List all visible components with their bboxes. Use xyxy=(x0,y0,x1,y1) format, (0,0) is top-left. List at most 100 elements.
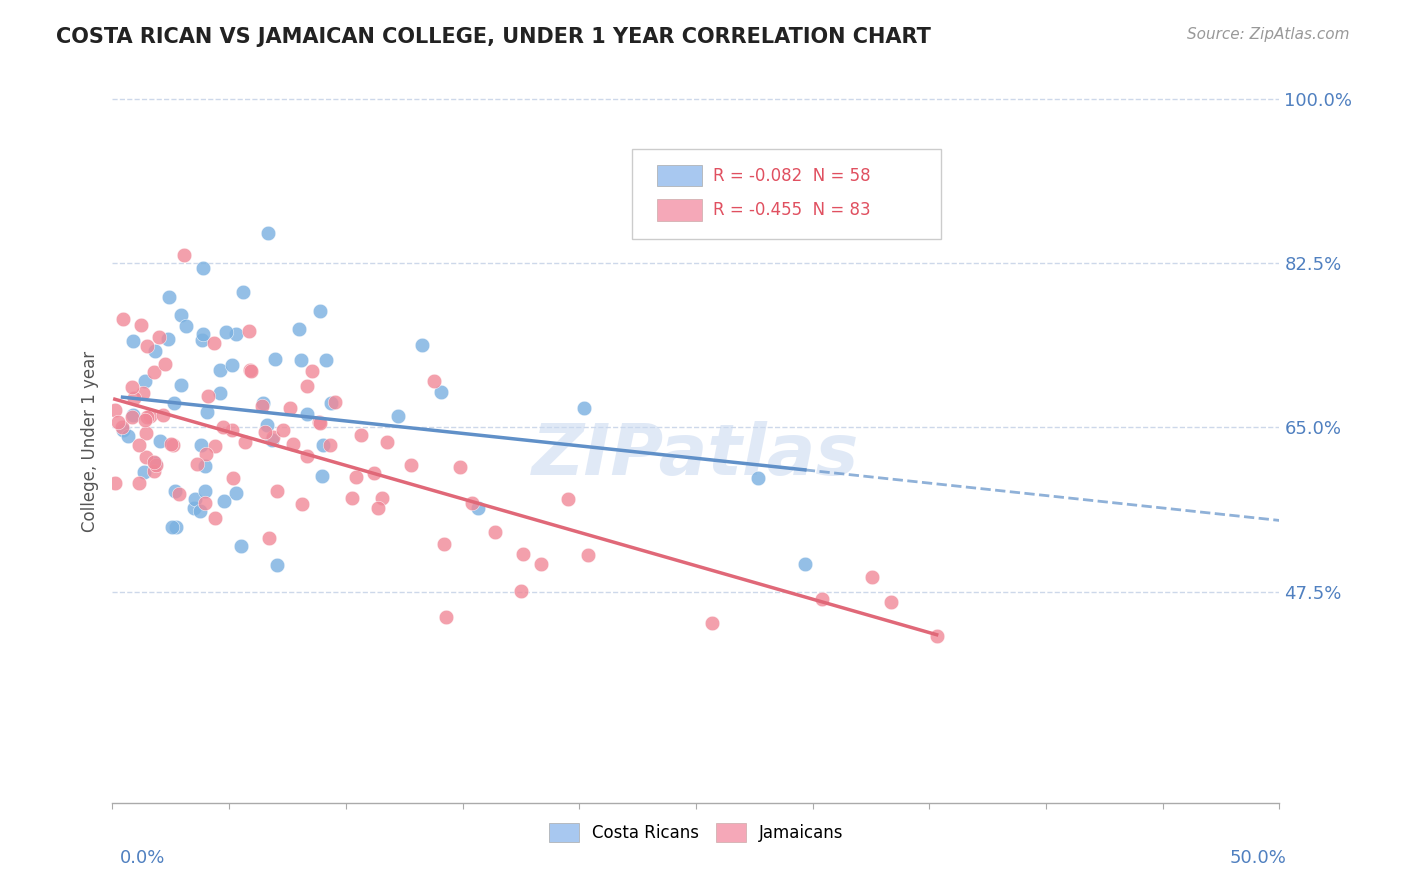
Point xyxy=(162,396,184,410)
Point xyxy=(308,415,330,429)
Point xyxy=(193,326,215,341)
Point xyxy=(122,391,145,405)
Point xyxy=(576,549,599,563)
Point xyxy=(194,484,217,499)
Point xyxy=(423,374,446,388)
Point xyxy=(262,433,284,447)
Point xyxy=(195,405,218,419)
Point xyxy=(363,466,385,480)
Point xyxy=(530,557,553,571)
Point xyxy=(134,413,156,427)
Point xyxy=(411,338,433,352)
Point xyxy=(256,226,278,240)
Point xyxy=(252,399,274,413)
Point xyxy=(266,558,288,573)
Point xyxy=(143,464,166,478)
Point xyxy=(121,380,143,394)
Legend: Costa Ricans, Jamaicans: Costa Ricans, Jamaicans xyxy=(541,816,851,848)
Point xyxy=(165,520,187,534)
Point xyxy=(136,338,159,352)
Point xyxy=(139,409,162,423)
Point xyxy=(128,438,150,452)
Point xyxy=(202,335,225,350)
Point xyxy=(142,455,165,469)
Point xyxy=(295,450,318,464)
Point xyxy=(375,435,398,450)
Bar xyxy=(658,200,702,221)
Point xyxy=(148,434,170,448)
Point xyxy=(157,290,180,304)
Point xyxy=(208,386,231,401)
Point xyxy=(183,501,205,516)
Point xyxy=(295,379,318,393)
Point xyxy=(256,417,278,432)
Point xyxy=(148,329,170,343)
Point xyxy=(290,353,312,368)
Point xyxy=(252,396,274,410)
Point xyxy=(121,334,143,348)
Point xyxy=(510,583,533,598)
Point xyxy=(225,326,247,341)
Point xyxy=(111,419,134,434)
Point xyxy=(135,409,157,424)
FancyBboxPatch shape xyxy=(631,149,941,239)
Point xyxy=(308,416,330,430)
Point xyxy=(197,389,219,403)
Point xyxy=(122,409,145,423)
Point xyxy=(747,471,769,485)
Point xyxy=(143,344,166,359)
Point xyxy=(160,520,183,534)
Point xyxy=(193,459,215,474)
Point xyxy=(371,491,394,505)
Point xyxy=(461,495,484,509)
Point xyxy=(925,629,948,643)
Point xyxy=(190,438,212,452)
Point xyxy=(367,501,389,516)
Point xyxy=(221,423,243,437)
Point xyxy=(323,394,346,409)
Point xyxy=(211,420,233,434)
Point xyxy=(433,536,456,550)
Text: ZIPatlas: ZIPatlas xyxy=(533,422,859,491)
Point xyxy=(434,610,457,624)
Point xyxy=(163,483,186,498)
Point xyxy=(169,487,191,501)
Point xyxy=(266,483,288,498)
Point xyxy=(117,429,139,443)
Point xyxy=(512,547,534,561)
Point xyxy=(350,428,373,442)
Point xyxy=(111,312,134,326)
Point xyxy=(572,401,595,416)
Point xyxy=(860,570,883,584)
Point xyxy=(315,353,337,368)
Point xyxy=(194,496,217,510)
Bar xyxy=(658,165,702,186)
Point xyxy=(128,476,150,491)
Point xyxy=(132,386,155,401)
Point xyxy=(297,408,319,422)
Point xyxy=(309,304,332,318)
Point xyxy=(191,333,214,347)
Y-axis label: College, Under 1 year: College, Under 1 year xyxy=(80,351,98,533)
Point xyxy=(135,425,157,440)
Point xyxy=(231,540,253,554)
Point xyxy=(173,248,195,262)
Point xyxy=(129,318,152,332)
Point xyxy=(291,497,314,511)
Point xyxy=(221,358,243,372)
Point xyxy=(811,591,834,606)
Point xyxy=(104,475,127,490)
Point xyxy=(160,437,183,451)
Point xyxy=(793,557,815,571)
Point xyxy=(204,511,226,525)
Point xyxy=(188,504,211,518)
Point xyxy=(132,466,155,480)
Point xyxy=(238,324,260,338)
Point xyxy=(134,374,156,388)
Point xyxy=(104,403,127,417)
Text: R = -0.455  N = 83: R = -0.455 N = 83 xyxy=(713,202,872,219)
Point xyxy=(301,364,323,378)
Point xyxy=(143,456,166,470)
Point xyxy=(254,425,277,439)
Point xyxy=(273,424,295,438)
